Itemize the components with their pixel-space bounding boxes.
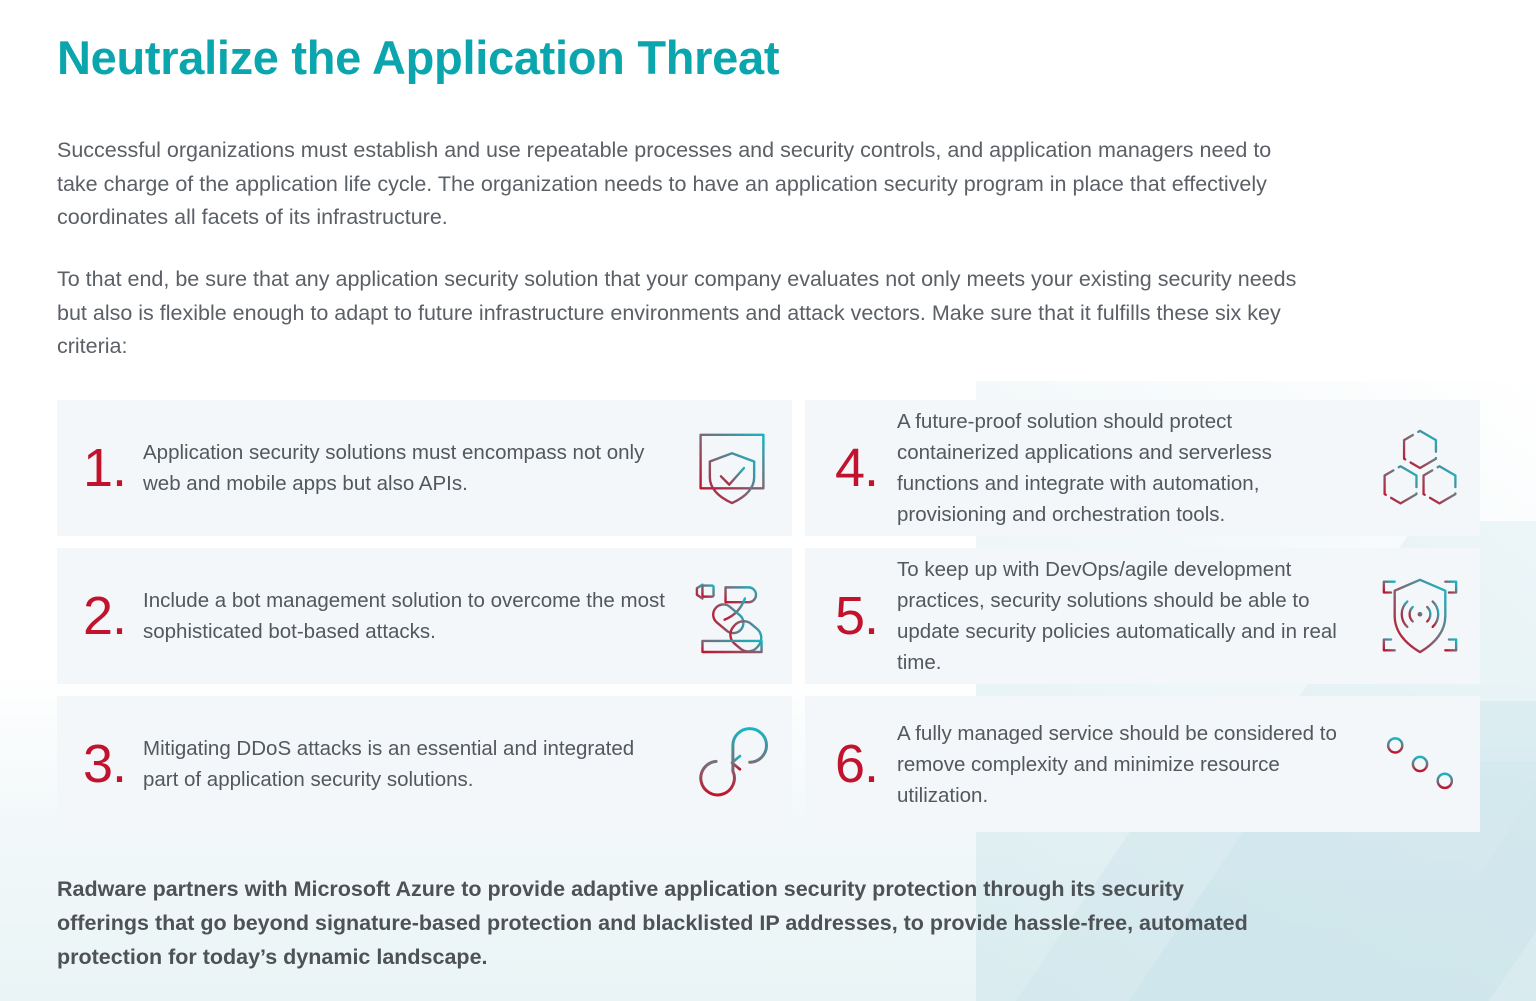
criteria-text-3: Mitigating DDoS attacks is an essential … [143,737,635,791]
criteria-card-4: 4. A future-proof solution should protec… [805,400,1480,536]
sliders-icon [1368,712,1472,816]
intro-paragraph-1: Successful organizations must establish … [57,138,1272,229]
criteria-text-2: Include a bot management solution to ove… [143,589,665,643]
criteria-number-2: 2. [83,586,127,646]
criteria-text-6: A fully managed service should be consid… [897,721,1337,807]
criteria-text-5: To keep up with DevOps/agile development… [897,558,1337,674]
browser-shield-check-icon [680,416,784,520]
criteria-text-1: Application security solutions must enco… [143,441,645,495]
shield-radar-scan-icon [1368,564,1472,668]
infinity-loop-arrow-icon [680,712,784,816]
intro-paragraph-2: To that end, be sure that any applicatio… [57,267,1297,358]
criteria-card-5: 5. To keep up with DevOps/agile developm… [805,548,1480,684]
criteria-number-4: 4. [835,438,879,498]
criteria-card-3: 3. Mitigating DDoS attacks is an essenti… [57,696,792,832]
criteria-number-3: 3. [83,734,127,794]
criteria-card-6: 6. A fully managed service should be con… [805,696,1480,832]
criteria-card-2: 2. Include a bot management solution to … [57,548,792,684]
hexagon-cluster-icon [1368,416,1472,520]
criteria-card-1: 1. Application security solutions must e… [57,400,792,536]
criteria-number-6: 6. [835,734,879,794]
robot-arm-icon [680,564,784,668]
criteria-text-4: A future-proof solution should protect c… [897,410,1272,526]
page-title: Neutralize the Application Threat [57,31,780,84]
criteria-number-1: 1. [83,438,127,498]
footer-paragraph: Radware partners with Microsoft Azure to… [57,877,1248,969]
criteria-number-5: 5. [835,586,879,646]
criteria-grid: 1. Application security solutions must e… [57,400,1480,832]
